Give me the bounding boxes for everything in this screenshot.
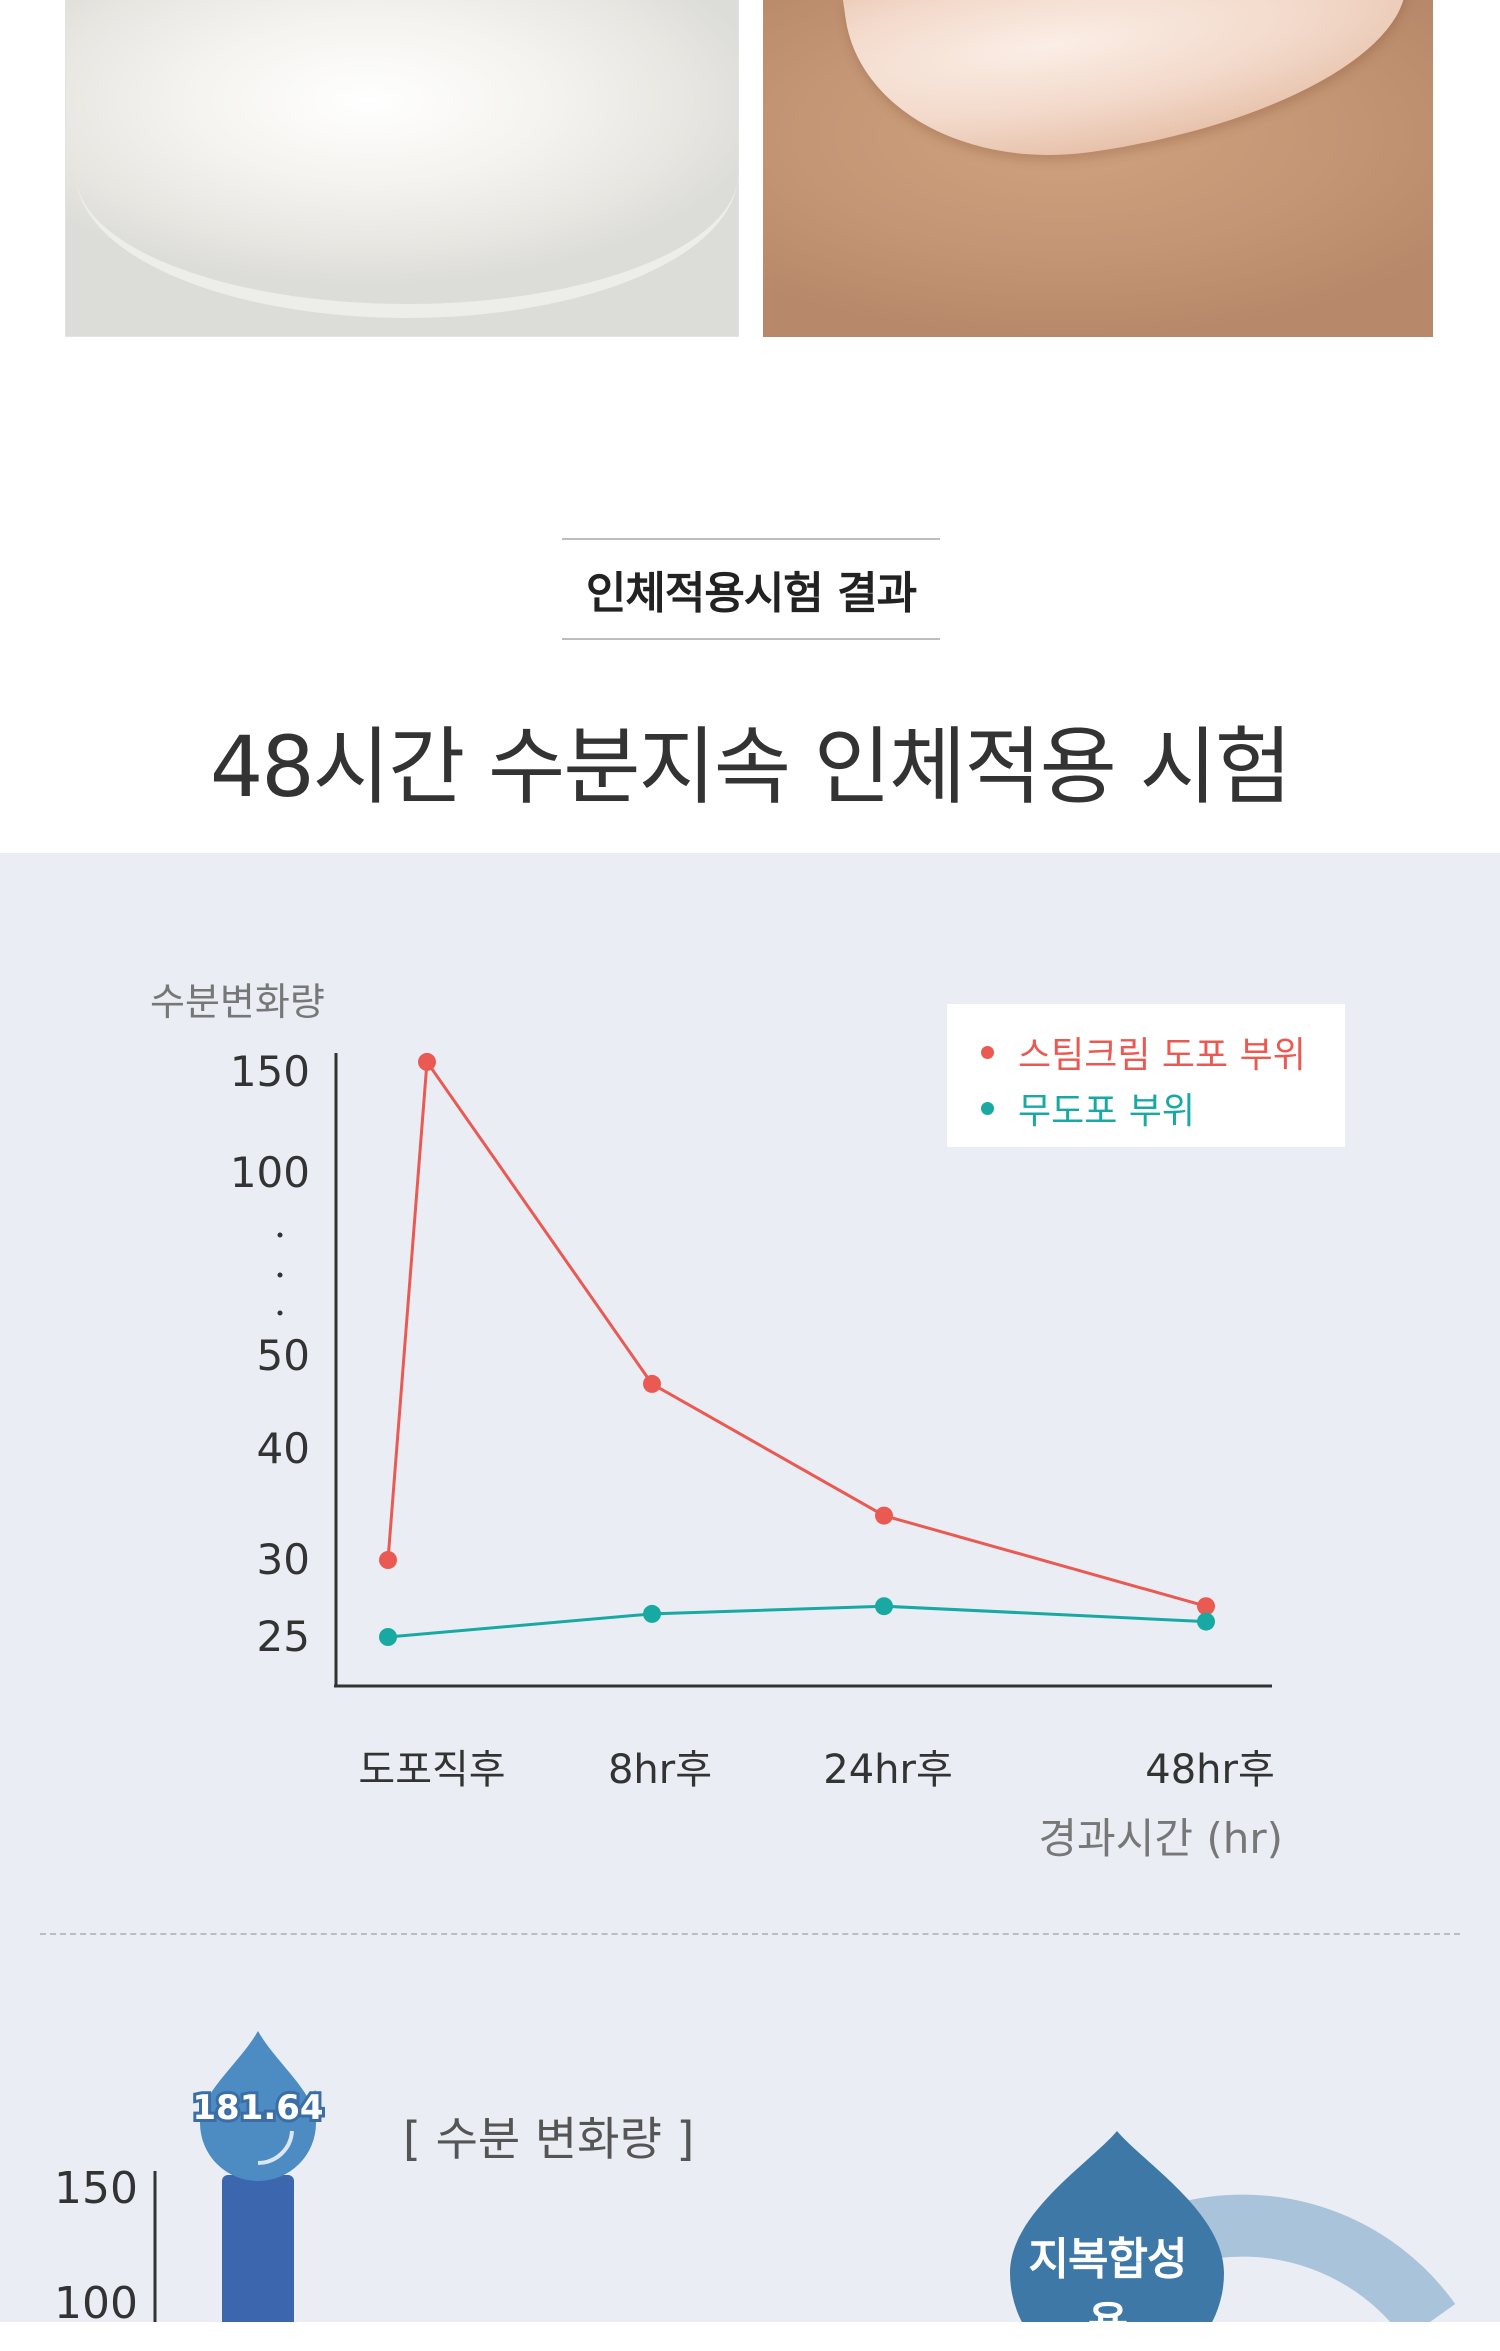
data-point bbox=[875, 1506, 893, 1525]
bar-value-bar bbox=[222, 2175, 294, 2322]
y-tick-label: 40 bbox=[257, 1424, 310, 1473]
skin-swatch-photo bbox=[763, 0, 1433, 337]
legend-dot-teal bbox=[981, 1101, 994, 1115]
data-point bbox=[379, 1551, 397, 1569]
y-tick-label: 100 bbox=[230, 1148, 310, 1197]
axis-break-dot bbox=[277, 1310, 283, 1316]
y-tick-label: 150 bbox=[230, 1047, 310, 1096]
section-divider bbox=[40, 1933, 1460, 1935]
data-point bbox=[418, 1052, 436, 1071]
bar-chart-title: [ 수분 변화량 ] bbox=[403, 2112, 695, 2166]
axis-break-dot bbox=[277, 1272, 283, 1278]
data-point bbox=[643, 1604, 661, 1623]
arc-decoration bbox=[1177, 2194, 1456, 2322]
legend-item-untreated: 무도포 부위 bbox=[981, 1080, 1345, 1136]
legend-label: 무도포 부위 bbox=[1018, 1091, 1196, 1132]
data-point bbox=[875, 1597, 893, 1616]
legend-label: 스팀크림 도포 부위 bbox=[1018, 1035, 1306, 1076]
bar-data-label: 181.64 bbox=[192, 2088, 323, 2128]
x-axis-label: 경과시간 (hr) bbox=[1038, 1814, 1283, 1863]
axis-break-dot bbox=[277, 1232, 283, 1238]
legend-dot-red bbox=[981, 1045, 994, 1059]
page-title: 48시간 수분지속 인체적용 시험 bbox=[209, 718, 1292, 816]
data-point bbox=[1197, 1612, 1215, 1631]
badge-drop-icon bbox=[1010, 2131, 1224, 2322]
y-tick-label: 50 bbox=[257, 1331, 310, 1380]
drop-highlight bbox=[257, 2130, 294, 2166]
y-tick-label: 25 bbox=[257, 1612, 310, 1661]
data-point bbox=[379, 1628, 397, 1646]
data-point bbox=[1197, 1597, 1215, 1616]
bar-y-tick-150: 150 bbox=[54, 2163, 138, 2214]
bar-y-tick-100: 100 bbox=[54, 2278, 138, 2322]
x-tick-label: 8hr후 bbox=[608, 1747, 712, 1793]
x-tick-label: 도포직후 bbox=[358, 1747, 505, 1793]
legend-item-steam-cream: 스팀크림 도포 부위 bbox=[981, 1024, 1345, 1080]
x-tick-label: 48hr후 bbox=[1145, 1747, 1275, 1793]
section-label: 인체적용시험 결과 bbox=[562, 538, 940, 640]
series-line bbox=[387, 1604, 1207, 1639]
chart-legend: 스팀크림 도포 부위 무도포 부위 bbox=[947, 1004, 1345, 1147]
y-axis-label: 수분변화량 bbox=[150, 980, 325, 1024]
badge-label: 지복합성용 bbox=[1028, 2234, 1188, 2349]
cream-texture-photo bbox=[65, 0, 739, 337]
x-tick-label: 24hr후 bbox=[823, 1747, 953, 1793]
chart-panel: 수분변화량 150 100 50 40 30 25 도포직후 8hr후 24hr후 48hr후 … bbox=[0, 853, 1500, 2349]
y-tick-label: 30 bbox=[257, 1535, 310, 1584]
data-point bbox=[643, 1374, 661, 1393]
